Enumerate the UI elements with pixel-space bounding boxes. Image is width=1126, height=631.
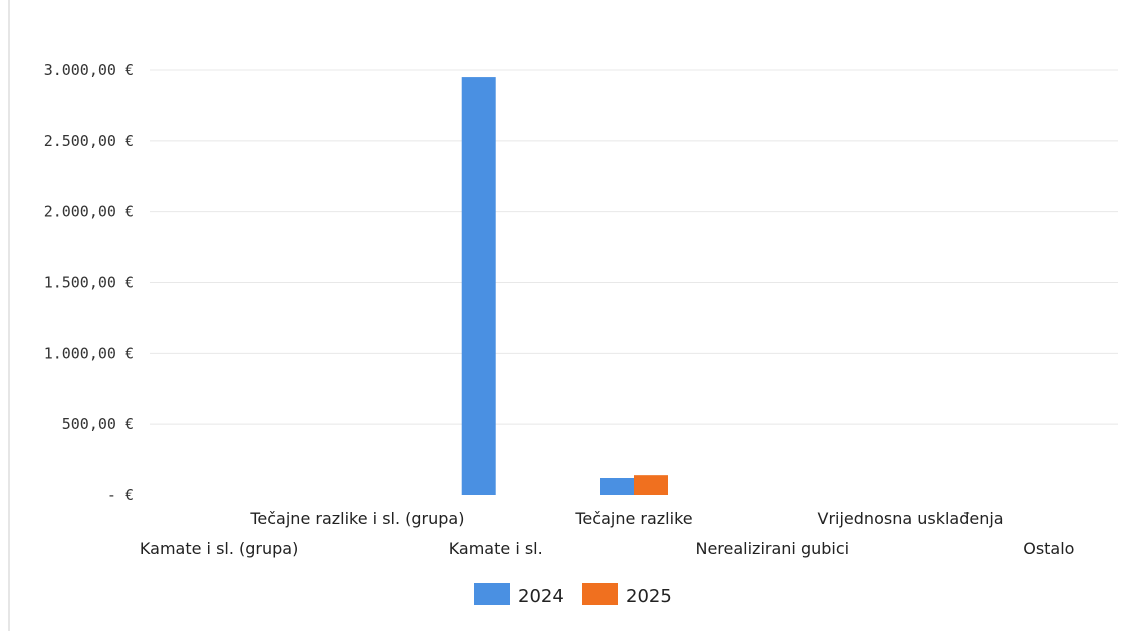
y-tick-label: 3.000,00 € xyxy=(44,61,134,79)
y-tick-label: 1.000,00 € xyxy=(44,344,134,362)
bar-2024-4 xyxy=(600,478,634,495)
legend-swatch xyxy=(474,583,510,605)
x-tick-label: Kamate i sl. xyxy=(449,539,543,558)
legend-swatch xyxy=(582,583,618,605)
legend-label: 2025 xyxy=(626,586,672,607)
y-tick-label: 500,00 € xyxy=(62,415,134,433)
y-tick-label: 2.000,00 € xyxy=(44,203,134,221)
legend: 2024 2025 xyxy=(474,583,672,607)
x-tick-label: Nerealizirani gubici xyxy=(695,539,849,558)
left-border xyxy=(8,0,10,631)
x-tick-label: Vrijednosna usklađenja xyxy=(818,509,1004,528)
gridlines xyxy=(150,69,1118,425)
bar-2024-3 xyxy=(461,77,496,495)
y-tick-label: 2.500,00 € xyxy=(44,132,134,150)
bars xyxy=(461,77,668,495)
legend-label: 2024 xyxy=(518,586,564,607)
bar-2025-4 xyxy=(634,475,668,495)
x-tick-label: Tečajne razlike i sl. (grupa) xyxy=(249,509,464,528)
x-axis-labels: Kamate i sl. (grupa) Tečajne razlike i sl… xyxy=(140,509,1075,558)
x-tick-label: Ostalo xyxy=(1023,539,1074,558)
x-tick-label: Kamate i sl. (grupa) xyxy=(140,539,298,558)
y-tick-label: 1.500,00 € xyxy=(44,274,134,292)
y-axis-ticks: - € 500,00 € 1.000,00 € 1.500,00 € 2.000,00 … xyxy=(44,61,134,504)
x-tick-label: Tečajne razlike xyxy=(574,509,692,528)
y-tick-label: - € xyxy=(107,486,134,504)
